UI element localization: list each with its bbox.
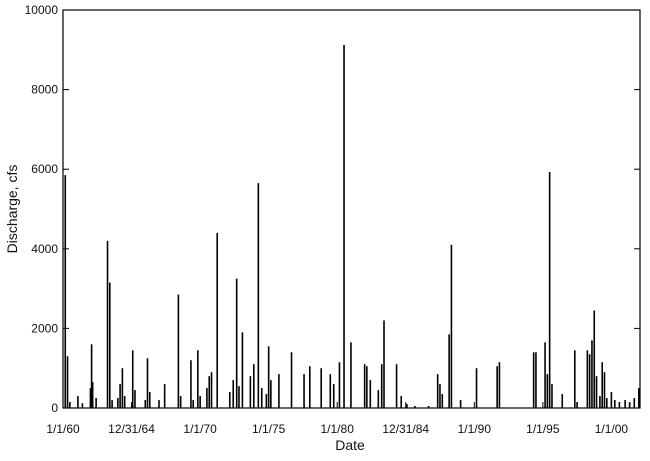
x-tick-label: 1/1/60 — [46, 422, 80, 436]
x-tick-label: 1/1/70 — [183, 422, 217, 436]
x-tick-label: 1/1/80 — [321, 422, 355, 436]
y-axis-title: Discharge, cfs — [4, 165, 20, 254]
ticks-layer: 0 2000 4000 6000 8000 10000 1/1/60 12/31/64 1/1/… — [25, 3, 640, 436]
x-tick-label: 1/1/95 — [526, 422, 560, 436]
x-tick-label: 1/1/00 — [595, 422, 629, 436]
x-tick-label: 12/31/64 — [108, 422, 155, 436]
plot-frame — [62, 9, 641, 409]
x-tick-label: 12/31/84 — [382, 422, 429, 436]
y-tick-label: 6000 — [31, 162, 58, 176]
y-tick-label: 2000 — [31, 321, 58, 335]
y-tick-label: 4000 — [31, 242, 58, 256]
x-axis-title: Date — [335, 437, 365, 453]
bars-layer — [64, 45, 640, 408]
x-tick-label: 1/1/75 — [252, 422, 286, 436]
x-tick-label: 1/1/90 — [458, 422, 492, 436]
y-tick-label: 8000 — [31, 83, 58, 97]
y-tick-label: 10000 — [25, 3, 59, 17]
y-tick-label: 0 — [51, 401, 58, 415]
